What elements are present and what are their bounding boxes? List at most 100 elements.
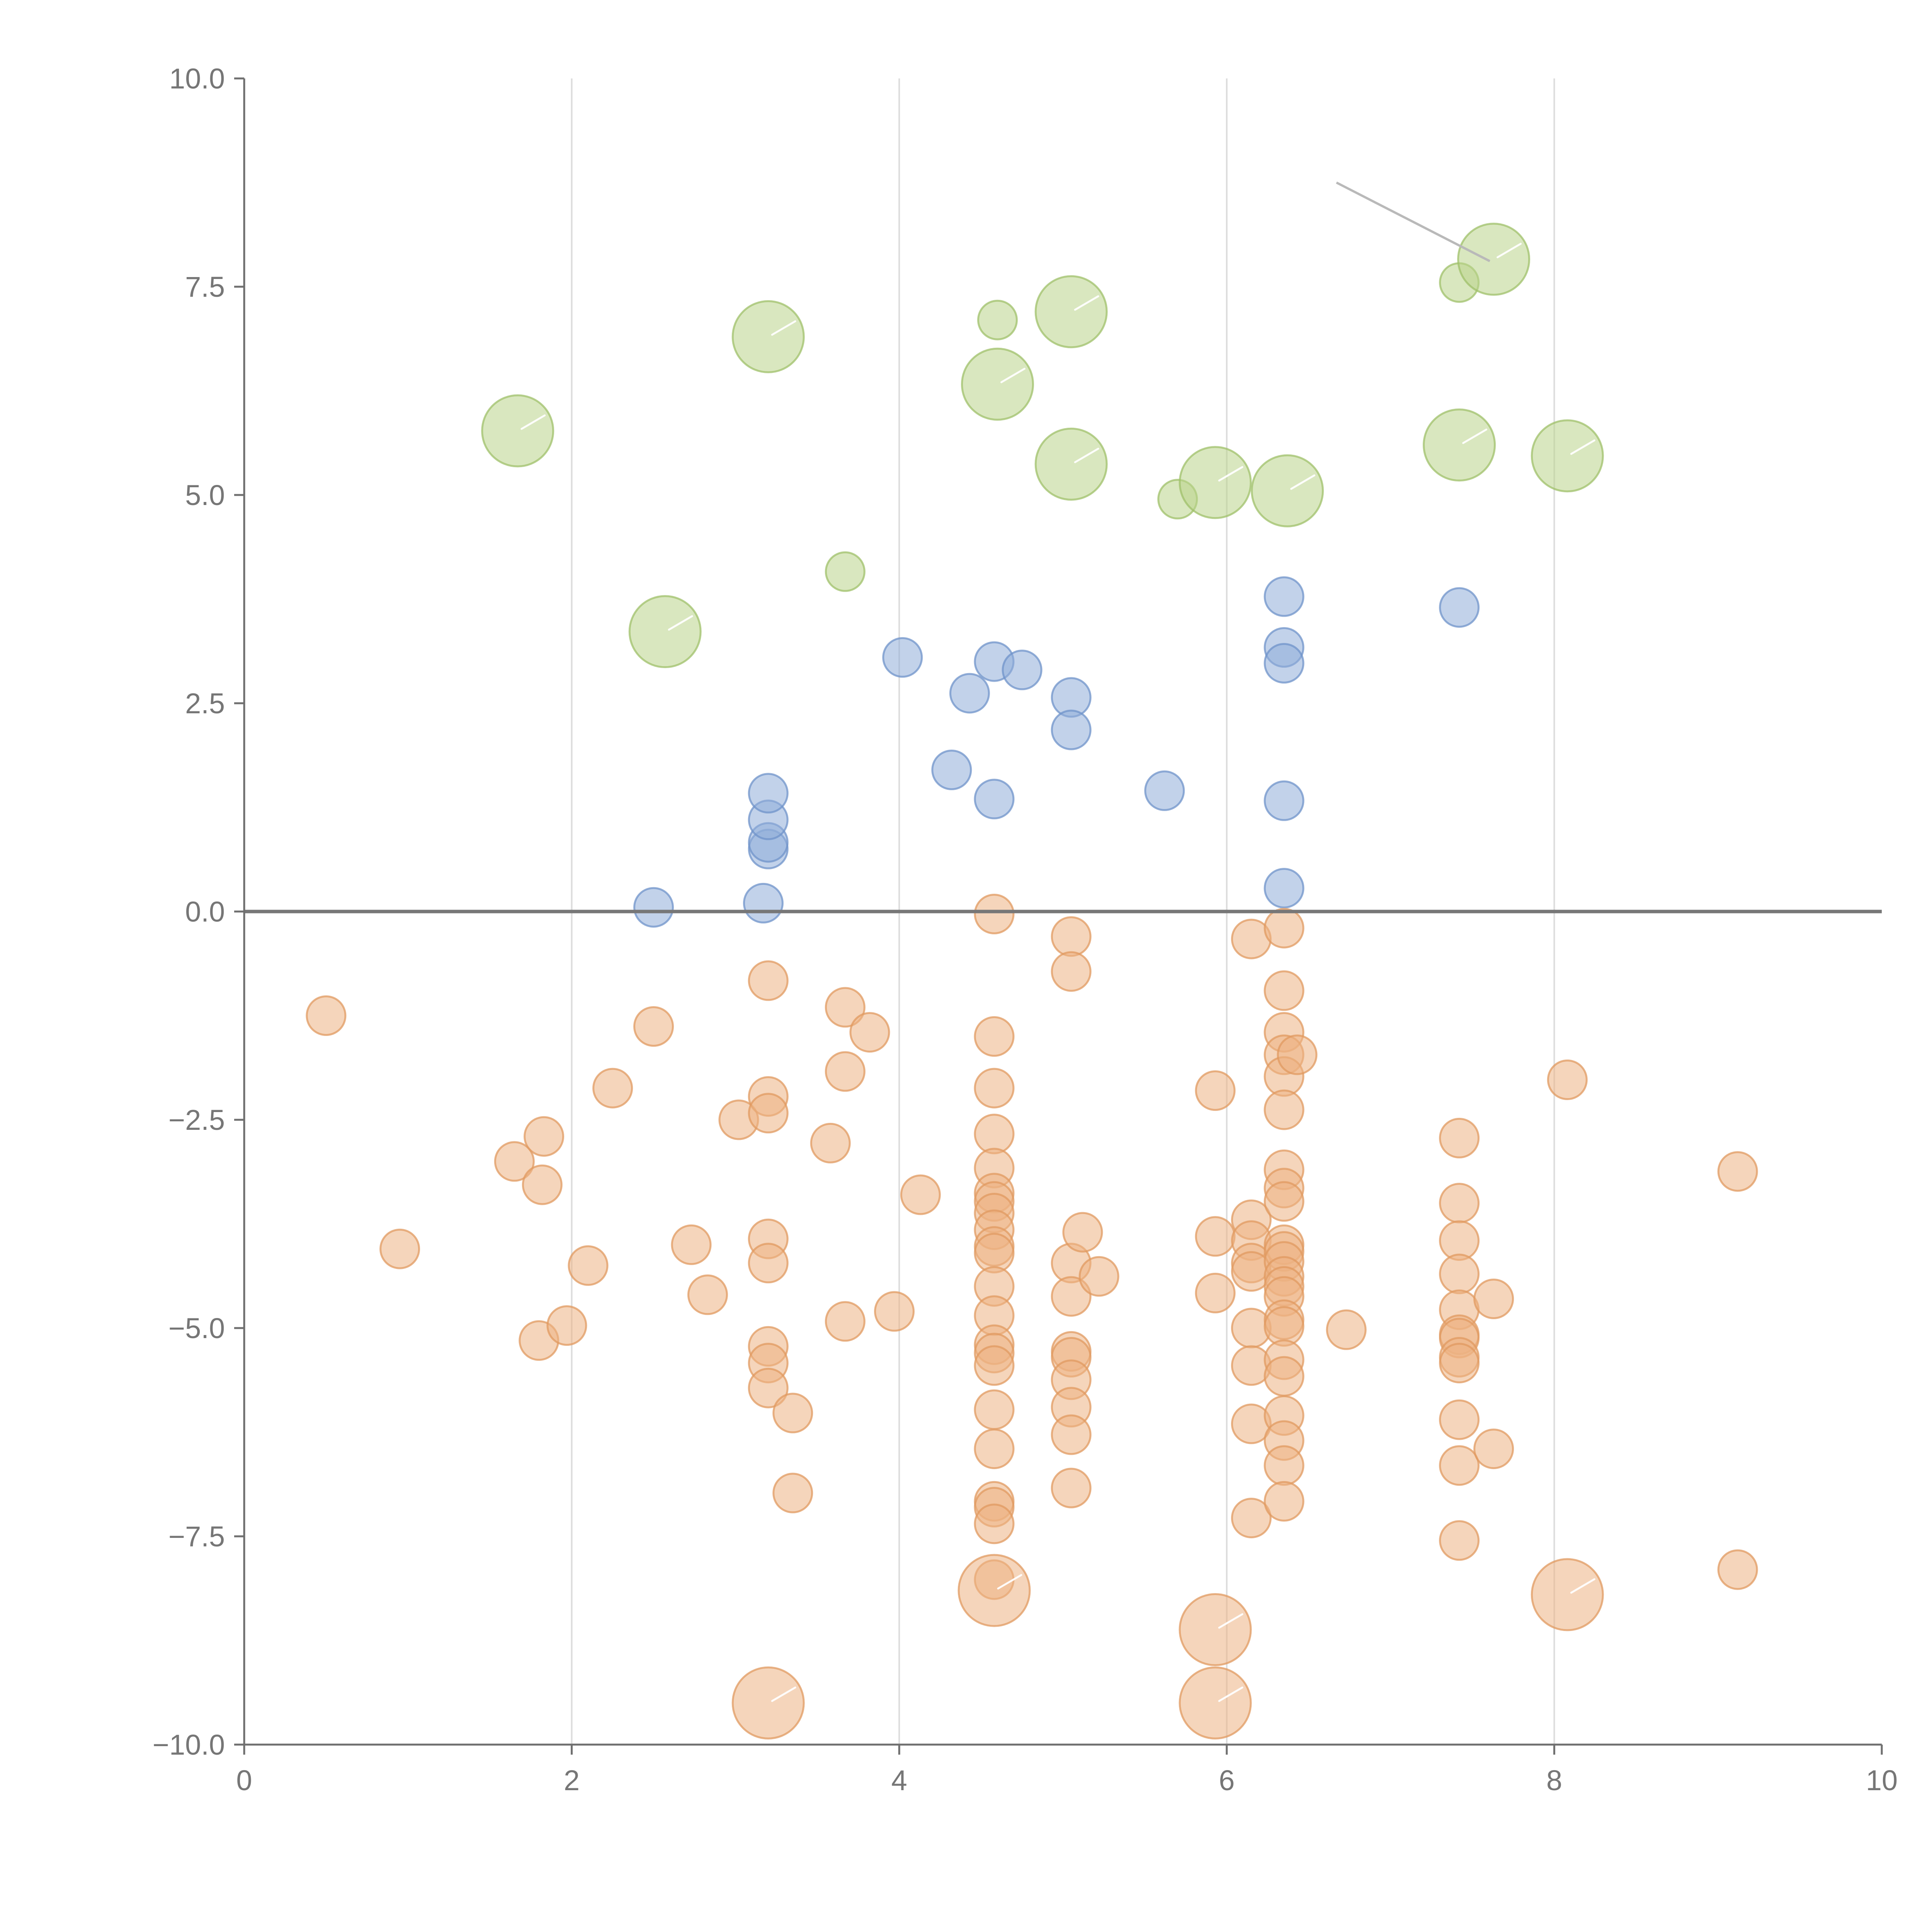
orange-bubble-106 xyxy=(1439,1183,1480,1224)
orange-bubble-54 xyxy=(1051,916,1092,957)
orange-bubble-65 xyxy=(1078,1256,1119,1297)
blue-bubble-6 xyxy=(882,637,923,678)
orange-bubble-9 xyxy=(633,1006,674,1047)
y-tick-label: −5.0 xyxy=(168,1312,225,1344)
green-bubble-2 xyxy=(731,300,805,373)
green-bubble-6 xyxy=(1034,275,1108,349)
blue-bubble-17 xyxy=(1264,643,1304,684)
orange-callout-120 xyxy=(1570,1578,1595,1594)
orange-bubble-28 xyxy=(849,1012,890,1053)
orange-bubble-29 xyxy=(874,1291,915,1332)
orange-bubble-2 xyxy=(494,1141,535,1182)
blue-bubble-13 xyxy=(1051,709,1092,750)
orange-bubble-68 xyxy=(1195,1272,1236,1313)
orange-bubble-118 xyxy=(1473,1429,1514,1469)
green-callout-5 xyxy=(1000,367,1026,383)
orange-bubble-26 xyxy=(825,1051,866,1092)
callout-lines xyxy=(520,181,1595,1702)
orange-bubble-117 xyxy=(1473,1279,1514,1319)
green-callout-6 xyxy=(1074,295,1099,311)
green-callout-14 xyxy=(1570,439,1595,455)
orange-bubble-22 xyxy=(772,1473,813,1514)
orange-bubble-7 xyxy=(568,1245,609,1286)
bubble-marks xyxy=(306,223,1758,1740)
green-bubble-1 xyxy=(628,595,702,668)
orange-bubble-101 xyxy=(1264,1445,1304,1486)
green-callout-2 xyxy=(771,320,796,336)
y-tick-label: 5.0 xyxy=(185,479,225,511)
orange-callout-53 xyxy=(997,1574,1022,1590)
y-tick-label: −2.5 xyxy=(168,1104,225,1136)
orange-bubble-30 xyxy=(900,1174,941,1215)
green-callout-13 xyxy=(1497,243,1522,259)
blue-bubble-0 xyxy=(633,887,674,928)
green-bubble-0 xyxy=(481,394,554,468)
green-callout-7 xyxy=(1074,447,1099,463)
axis-ticks: 0 2 4 6 8 10 −10.0 −7.5 −5.0 −2.5 0.0 2.5 5.0 7.5 10.0 xyxy=(153,63,1898,1796)
blue-bubble-18 xyxy=(1264,780,1304,821)
x-tick-label: 6 xyxy=(1219,1764,1235,1796)
y-tick-label: 7.5 xyxy=(185,271,225,303)
orange-bubble-81 xyxy=(1264,970,1304,1011)
green-bubble-7 xyxy=(1034,427,1108,501)
orange-bubble-24 xyxy=(810,1122,851,1163)
orange-bubble-5 xyxy=(524,1116,565,1157)
blue-bubble-8 xyxy=(949,673,990,714)
orange-bubble-64 xyxy=(1062,1212,1103,1253)
green-callout-1 xyxy=(668,615,693,631)
y-tick-label: −10.0 xyxy=(153,1729,225,1761)
green-bubble-10 xyxy=(1251,454,1324,527)
blue-bubble-10 xyxy=(974,779,1015,820)
x-tick-label: 8 xyxy=(1546,1764,1562,1796)
orange-bubble-105 xyxy=(1439,1117,1480,1158)
leader-line xyxy=(1336,181,1490,262)
orange-bubble-102 xyxy=(1264,1481,1304,1522)
blue-bubble-19 xyxy=(1264,868,1304,909)
orange-bubble-15 xyxy=(748,1093,789,1134)
orange-bubble-121 xyxy=(1717,1151,1758,1192)
orange-bubble-47 xyxy=(974,1389,1015,1430)
orange-bubble-34 xyxy=(974,1114,1015,1155)
green-bubble-3 xyxy=(825,551,866,592)
green-callout-10 xyxy=(1290,474,1316,490)
y-tick-label: 10.0 xyxy=(169,63,225,95)
orange-bubble-1 xyxy=(379,1228,420,1269)
orange-bubble-46 xyxy=(974,1345,1015,1386)
blue-bubble-7 xyxy=(931,750,972,790)
green-bubble-9 xyxy=(1179,446,1252,519)
orange-bubble-104 xyxy=(1326,1309,1367,1350)
x-tick-label: 4 xyxy=(891,1764,907,1796)
orange-bubble-120 xyxy=(1531,1558,1604,1631)
orange-bubble-88 xyxy=(1264,1181,1304,1222)
orange-bubble-11 xyxy=(687,1274,728,1315)
orange-bubble-17 xyxy=(748,1243,789,1284)
orange-bubble-85 xyxy=(1264,1089,1304,1130)
orange-bubble-4 xyxy=(522,1164,563,1205)
orange-bubble-23 xyxy=(731,1666,805,1740)
orange-bubble-31 xyxy=(974,894,1015,934)
orange-bubble-55 xyxy=(1051,951,1092,992)
orange-bubble-27 xyxy=(825,1301,866,1342)
blue-bubble-15 xyxy=(1264,576,1304,617)
green-bubble-14 xyxy=(1531,419,1604,493)
green-bubble-13 xyxy=(1457,223,1531,296)
orange-bubble-10 xyxy=(671,1224,712,1265)
orange-bubble-98 xyxy=(1264,1356,1304,1397)
orange-bubble-53 xyxy=(957,1554,1031,1627)
blue-bubble-20 xyxy=(1439,587,1480,628)
orange-bubble-66 xyxy=(1195,1070,1236,1111)
blue-bubble-5 xyxy=(748,773,789,814)
x-tick-label: 2 xyxy=(564,1764,580,1796)
orange-bubble-20 xyxy=(748,1367,789,1408)
orange-bubble-25 xyxy=(825,987,866,1028)
orange-bubble-8 xyxy=(592,1068,633,1109)
orange-bubble-13 xyxy=(748,960,789,1001)
green-bubble-11 xyxy=(1423,408,1496,482)
orange-callout-23 xyxy=(771,1686,796,1702)
x-tick-label: 0 xyxy=(236,1764,252,1796)
orange-bubble-113 xyxy=(1439,1343,1480,1384)
orange-bubble-108 xyxy=(1439,1253,1480,1294)
y-tick-label: 2.5 xyxy=(185,687,225,719)
